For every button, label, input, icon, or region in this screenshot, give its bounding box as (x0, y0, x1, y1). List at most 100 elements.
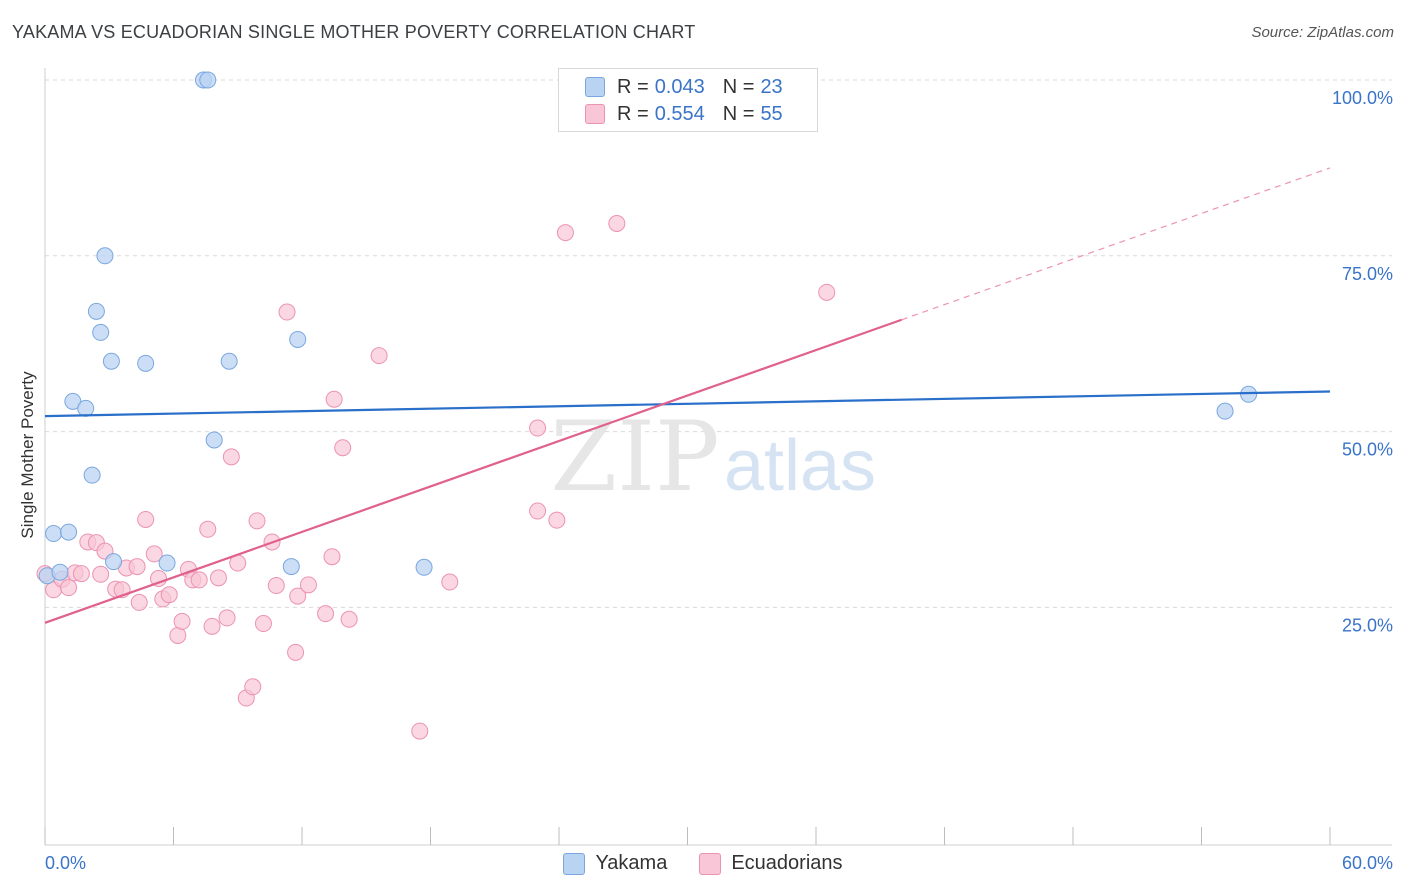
ecuadorians-point (150, 570, 168, 588)
yakama-point (158, 554, 176, 572)
ecuadorians-point (267, 577, 285, 595)
y-tick-label: 75.0% (1342, 264, 1393, 284)
ecuadorians-point (299, 576, 317, 594)
yakama-point (64, 392, 82, 410)
ecuadorians-points (36, 214, 836, 740)
legend-item-yakama: Yakama (563, 852, 667, 875)
ecuadorians-point (325, 390, 343, 408)
ecuadorians-point (199, 520, 217, 538)
yakama-point (1240, 385, 1258, 403)
ecuadorians-swatch (585, 104, 605, 124)
ecuadorians-point (556, 224, 574, 242)
ecuadorians-point (209, 569, 227, 587)
ecuadorians-point (548, 511, 566, 529)
y-tick-label: 100.0% (1332, 88, 1393, 108)
x-tick-label-min: 0.0% (45, 853, 86, 873)
axes (44, 68, 1392, 846)
yakama-swatch (585, 77, 605, 97)
yakama-trend-line (44, 390, 1331, 418)
ecuadorians-point (190, 571, 208, 589)
ecuadorians-point (145, 545, 163, 563)
yakama-n-value: 23 (760, 75, 783, 98)
ecuadorians-point (137, 510, 155, 528)
ecuadorians-n-value: 55 (760, 102, 783, 125)
ecuadorians-point (222, 448, 240, 466)
ecuadorians-point (608, 214, 626, 232)
ecuadorians-point (244, 678, 262, 696)
trend-lines (44, 167, 1331, 624)
ecuadorians-point (317, 605, 335, 623)
ecuadorians-point (529, 502, 547, 520)
ecuadorians-point (128, 558, 146, 576)
yakama-point (199, 71, 217, 89)
ecuadorians-point (218, 609, 236, 627)
watermark-zip: ZIP (550, 401, 719, 513)
ecuadorians-trend-line (44, 318, 903, 624)
ecuadorians-point (60, 579, 78, 597)
ecuadorians-r-label: R = (617, 102, 649, 125)
ecuadorians-point (323, 548, 341, 566)
yakama-point (282, 558, 300, 576)
yakama-point (45, 525, 63, 543)
yakama-point (137, 354, 155, 372)
yakama-point (102, 352, 120, 370)
yakama-legend-swatch (563, 852, 586, 875)
yakama-point (289, 330, 307, 348)
ecuadorians-point (340, 610, 358, 628)
ecuadorians-point (92, 565, 110, 583)
ecuadorians-point (160, 586, 178, 604)
correlation-legend: R = 0.043 N = 23 R = 0.554 N = 55 (558, 68, 818, 132)
y-axis-label: Single Mother Poverty (18, 371, 37, 539)
legend-row-yakama: R = 0.043 N = 23 (585, 74, 783, 100)
ecuadorians-point (203, 617, 221, 635)
series-legend: Yakama Ecuadorians (0, 852, 1406, 875)
tick-labels: 25.0% 50.0% 75.0% 100.0% 0.0% 60.0% (45, 88, 1393, 873)
ecuadorians-point (130, 593, 148, 611)
yakama-point (96, 247, 114, 265)
yakama-r-value: 0.043 (654, 75, 705, 98)
source-label: Source: ZipAtlas.com (1251, 24, 1394, 41)
ecuadorians-point (441, 573, 459, 591)
ecuadorians-legend-swatch (699, 852, 722, 875)
yakama-point (87, 302, 105, 320)
yakama-point (415, 558, 433, 576)
watermark: ZIP atlas (550, 401, 876, 513)
y-tick-label: 50.0% (1342, 440, 1393, 460)
yakama-point (1216, 402, 1234, 420)
yakama-point (105, 553, 123, 571)
yakama-point (83, 466, 101, 484)
ecuadorians-point (278, 303, 296, 321)
ecuadorians-point (72, 565, 90, 583)
ecuadorians-point (248, 512, 266, 530)
ecuadorians-point (334, 439, 352, 457)
yakama-n-label: N = (722, 75, 755, 98)
yakama-point (51, 563, 69, 581)
ecuadorians-point (254, 615, 272, 633)
ecuadorians-point (169, 626, 187, 644)
ecuadorians-point (411, 722, 429, 740)
yakama-point (77, 399, 95, 417)
ecuadorians-point (370, 347, 388, 365)
watermark-atlas: atlas (724, 426, 876, 506)
ecuadorians-legend-label: Ecuadorians (731, 852, 843, 874)
yakama-legend-label: Yakama (595, 852, 668, 874)
x-tick-label-max: 60.0% (1342, 853, 1393, 873)
legend-item-ecuadorians: Ecuadorians (699, 852, 843, 875)
ecuadorians-r-value: 0.554 (654, 102, 705, 125)
yakama-point (205, 431, 223, 449)
ecuadorians-point (529, 419, 547, 437)
yakama-points (38, 71, 1258, 585)
yakama-point (92, 323, 110, 341)
ecuadorians-n-label: N = (722, 102, 755, 125)
gridlines (45, 79, 1392, 608)
ecuadorians-trend-extension (901, 167, 1331, 321)
legend-row-ecuadorians: R = 0.554 N = 55 (585, 101, 783, 127)
y-tick-label: 25.0% (1342, 615, 1393, 635)
ecuadorians-point (173, 612, 191, 630)
ecuadorians-point (818, 283, 836, 301)
ecuadorians-point (289, 587, 307, 605)
yakama-point (220, 352, 238, 370)
yakama-r-label: R = (617, 75, 649, 98)
ecuadorians-point (287, 643, 305, 661)
